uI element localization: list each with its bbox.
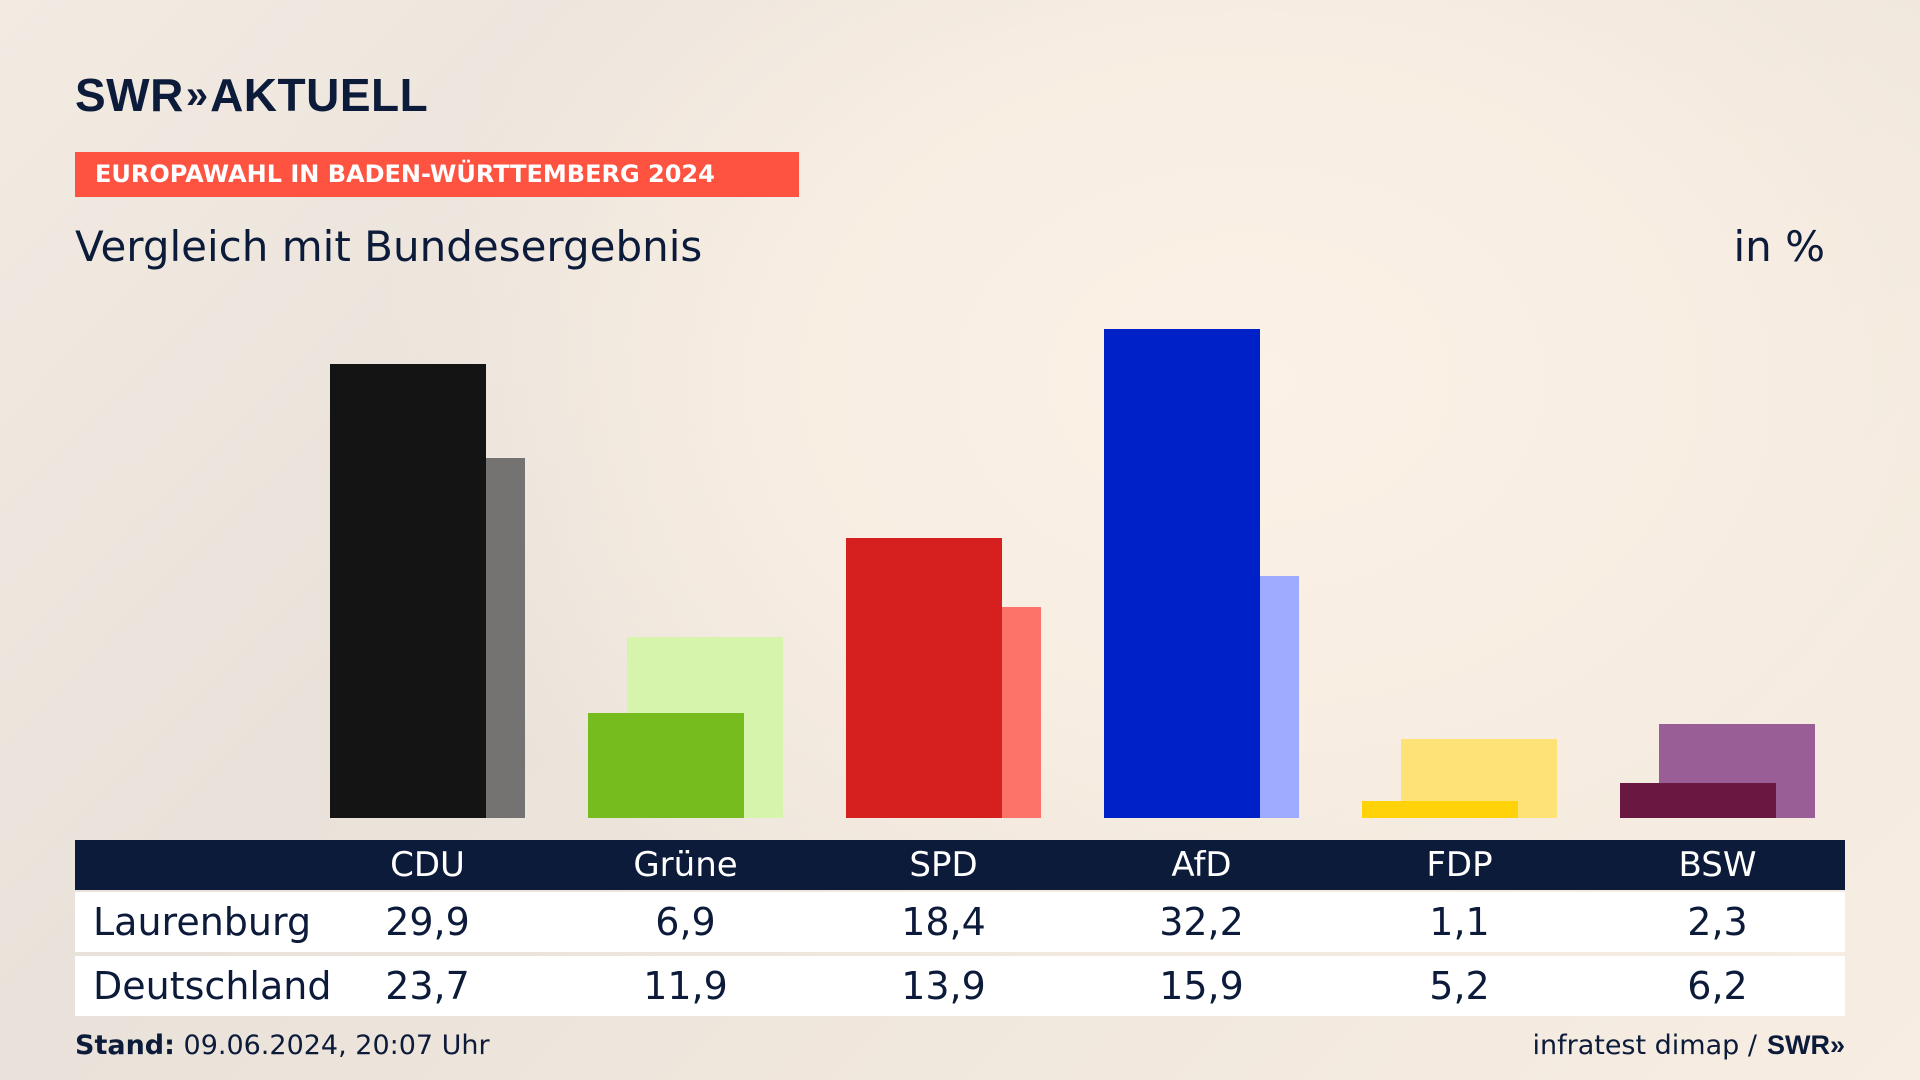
row-label-deutschland: Deutschland — [93, 964, 332, 1008]
table-row: Laurenburg 29,9 6,9 18,4 32,2 1,1 2,3 — [75, 892, 1845, 952]
value-afd-deutschland: 15,9 — [1159, 964, 1244, 1008]
bar-gr-ne-laurenburg — [588, 713, 744, 818]
unit-label: in % — [1733, 222, 1825, 271]
party-header-row: CDU Grüne SPD AfD FDP BSW — [75, 840, 1845, 890]
chart-subtitle: Vergleich mit Bundesergebnis — [75, 222, 703, 271]
bar-fdp-laurenburg — [1362, 801, 1518, 818]
table-row: Deutschland 23,7 11,9 13,9 15,9 5,2 6,2 — [75, 956, 1845, 1016]
swr-aktuell-logo: SWR » AKTUELL — [75, 68, 428, 122]
row-label-laurenburg: Laurenburg — [93, 900, 312, 944]
bar-bsw-laurenburg — [1620, 783, 1776, 818]
stand-value: 09.06.2024, 20:07 Uhr — [183, 1030, 490, 1061]
header-gr-ne: Grüne — [633, 845, 738, 885]
header-fdp: FDP — [1426, 845, 1493, 885]
value-spd-deutschland: 13,9 — [901, 964, 986, 1008]
value-cdu-laurenburg: 29,9 — [385, 900, 470, 944]
value-fdp-laurenburg: 1,1 — [1429, 900, 1490, 944]
kicker-banner: EUROPAWAHL IN BADEN-WÜRTTEMBERG 2024 — [75, 152, 799, 197]
header-spd: SPD — [909, 845, 978, 885]
bar-spd-laurenburg — [846, 538, 1002, 818]
source-text: infratest dimap / — [1532, 1030, 1757, 1061]
value-gr-ne-laurenburg: 6,9 — [655, 900, 716, 944]
source-credit: infratest dimap / SWR» — [1532, 1030, 1845, 1061]
header-cdu: CDU — [390, 845, 465, 885]
stand-label: Stand: — [75, 1030, 175, 1061]
value-cdu-deutschland: 23,7 — [385, 964, 470, 1008]
value-fdp-deutschland: 5,2 — [1429, 964, 1490, 1008]
bar-afd-laurenburg — [1104, 328, 1260, 818]
timestamp: Stand: 09.06.2024, 20:07 Uhr — [75, 1030, 490, 1061]
logo-swr: SWR — [75, 69, 184, 121]
value-bsw-deutschland: 6,2 — [1687, 964, 1748, 1008]
logo-chevron-icon: » — [185, 72, 208, 117]
header-afd: AfD — [1171, 845, 1232, 885]
value-bsw-laurenburg: 2,3 — [1687, 900, 1748, 944]
value-spd-laurenburg: 18,4 — [901, 900, 986, 944]
value-gr-ne-deutschland: 11,9 — [643, 964, 728, 1008]
header-bsw: BSW — [1678, 845, 1757, 885]
logo-aktuell: AKTUELL — [210, 69, 429, 121]
swr-small-logo: SWR» — [1766, 1030, 1845, 1060]
bar-cdu-laurenburg — [330, 363, 486, 818]
value-afd-laurenburg: 32,2 — [1159, 900, 1244, 944]
